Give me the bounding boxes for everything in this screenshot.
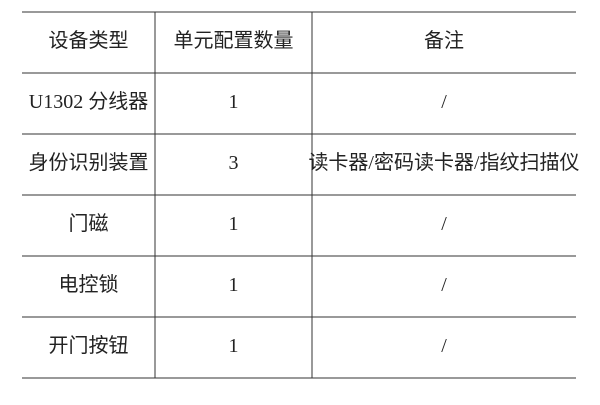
table-cell: 门磁 <box>69 212 109 235</box>
table-cell: / <box>441 213 447 235</box>
table-cell: 开门按钮 <box>49 334 129 357</box>
header-cell: 备注 <box>424 29 464 52</box>
table-cell: 1 <box>229 213 239 235</box>
table-cell: 读卡器/密码读卡器/指纹扫描仪 <box>308 151 579 174</box>
table-cell: / <box>441 274 447 296</box>
table-cell: / <box>441 91 447 113</box>
table-cell: 1 <box>229 274 239 296</box>
table-cell: 身份识别装置 <box>29 151 149 174</box>
table-cell: 1 <box>229 335 239 357</box>
header-cell: 单元配置数量 <box>174 29 294 52</box>
table-cell: 电控锁 <box>59 273 119 296</box>
table-cell: 1 <box>229 91 239 113</box>
table-cell: U1302 分线器 <box>29 90 148 113</box>
header-cell: 设备类型 <box>49 29 129 52</box>
table-cell: 3 <box>229 152 239 174</box>
table-cell: / <box>441 335 447 357</box>
